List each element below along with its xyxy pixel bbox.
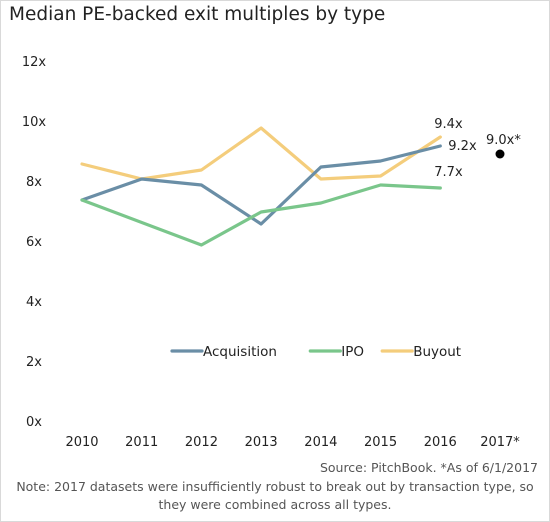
x-tick-label: 2011 xyxy=(125,435,158,450)
x-tick-label: 2015 xyxy=(364,435,397,450)
legend-label-buyout: Buyout xyxy=(413,344,461,360)
data-label-ipo: 7.7x xyxy=(434,165,463,180)
y-tick-label: 0x xyxy=(26,415,42,430)
y-tick-label: 6x xyxy=(26,235,42,250)
y-tick-label: 10x xyxy=(22,115,47,130)
combined-2017-point xyxy=(495,149,505,159)
data-label-acquisition: 9.2x xyxy=(448,139,477,154)
series-line-ipo xyxy=(80,183,442,247)
series-line-acquisition xyxy=(80,144,442,226)
legend-label-ipo: IPO xyxy=(341,344,364,360)
x-tick-label: 2013 xyxy=(245,435,278,450)
y-tick-label: 4x xyxy=(26,295,42,310)
y-tick-label: 2x xyxy=(26,355,42,370)
source-text: Source: PitchBook. *As of 6/1/2017 xyxy=(319,460,538,475)
x-tick-label: 2014 xyxy=(304,435,337,450)
chart-title: Median PE-backed exit multiples by type xyxy=(9,4,386,25)
y-tick-label: 8x xyxy=(26,175,42,190)
x-tick-label: 2017* xyxy=(480,435,520,450)
legend-label-acquisition: Acquisition xyxy=(203,344,277,360)
data-label-combined-2017: 9.0x* xyxy=(486,133,521,148)
data-label-buyout: 9.4x xyxy=(434,117,463,132)
note-text: Note: 2017 datasets were insufficiently … xyxy=(16,479,534,512)
series-line-buyout xyxy=(80,126,442,181)
x-tick-label: 2016 xyxy=(424,435,457,450)
x-tick-label: 2012 xyxy=(185,435,218,450)
y-tick-label: 12x xyxy=(22,55,47,70)
x-tick-label: 2010 xyxy=(65,435,98,450)
